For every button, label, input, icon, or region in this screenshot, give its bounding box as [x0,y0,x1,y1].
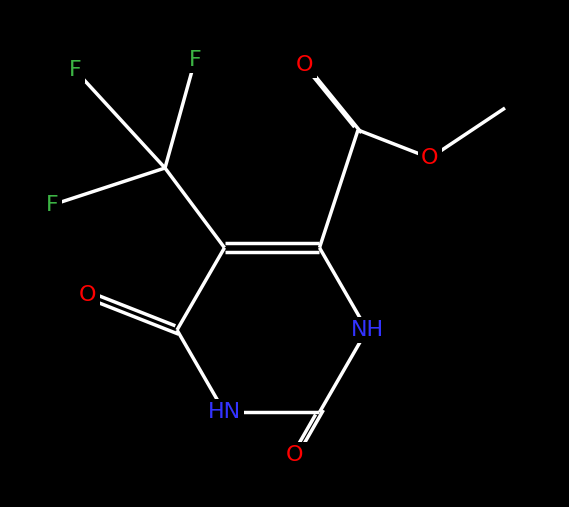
Text: O: O [296,55,314,75]
Text: F: F [189,50,201,70]
Text: O: O [79,285,97,305]
Text: F: F [69,60,81,80]
Text: O: O [286,445,304,465]
Text: HN: HN [208,402,241,422]
Text: F: F [46,195,59,215]
Text: O: O [421,148,439,168]
Text: NH: NH [351,320,384,340]
